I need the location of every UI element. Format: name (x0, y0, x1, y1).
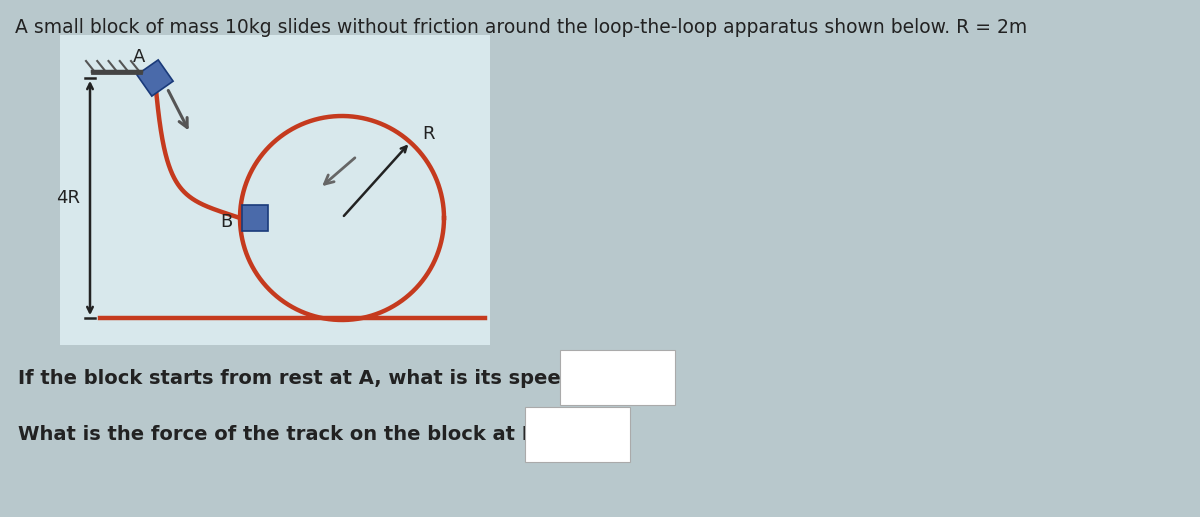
Bar (137, 60, 173, 96)
Text: 4R: 4R (56, 189, 80, 207)
Text: If the block starts from rest at A, what is its speed at B?: If the block starts from rest at A, what… (18, 369, 637, 388)
Bar (242, 205, 268, 231)
Bar (560, 350, 674, 405)
Text: A: A (133, 48, 145, 66)
Text: A small block of mass 10kg slides without friction around the loop-the-loop appa: A small block of mass 10kg slides withou… (14, 18, 1027, 37)
Text: What is the force of the track on the block at B?: What is the force of the track on the bl… (18, 425, 548, 445)
Text: B: B (220, 213, 232, 231)
Bar (526, 407, 630, 462)
Text: R: R (422, 125, 434, 143)
Bar (60, 35, 490, 345)
